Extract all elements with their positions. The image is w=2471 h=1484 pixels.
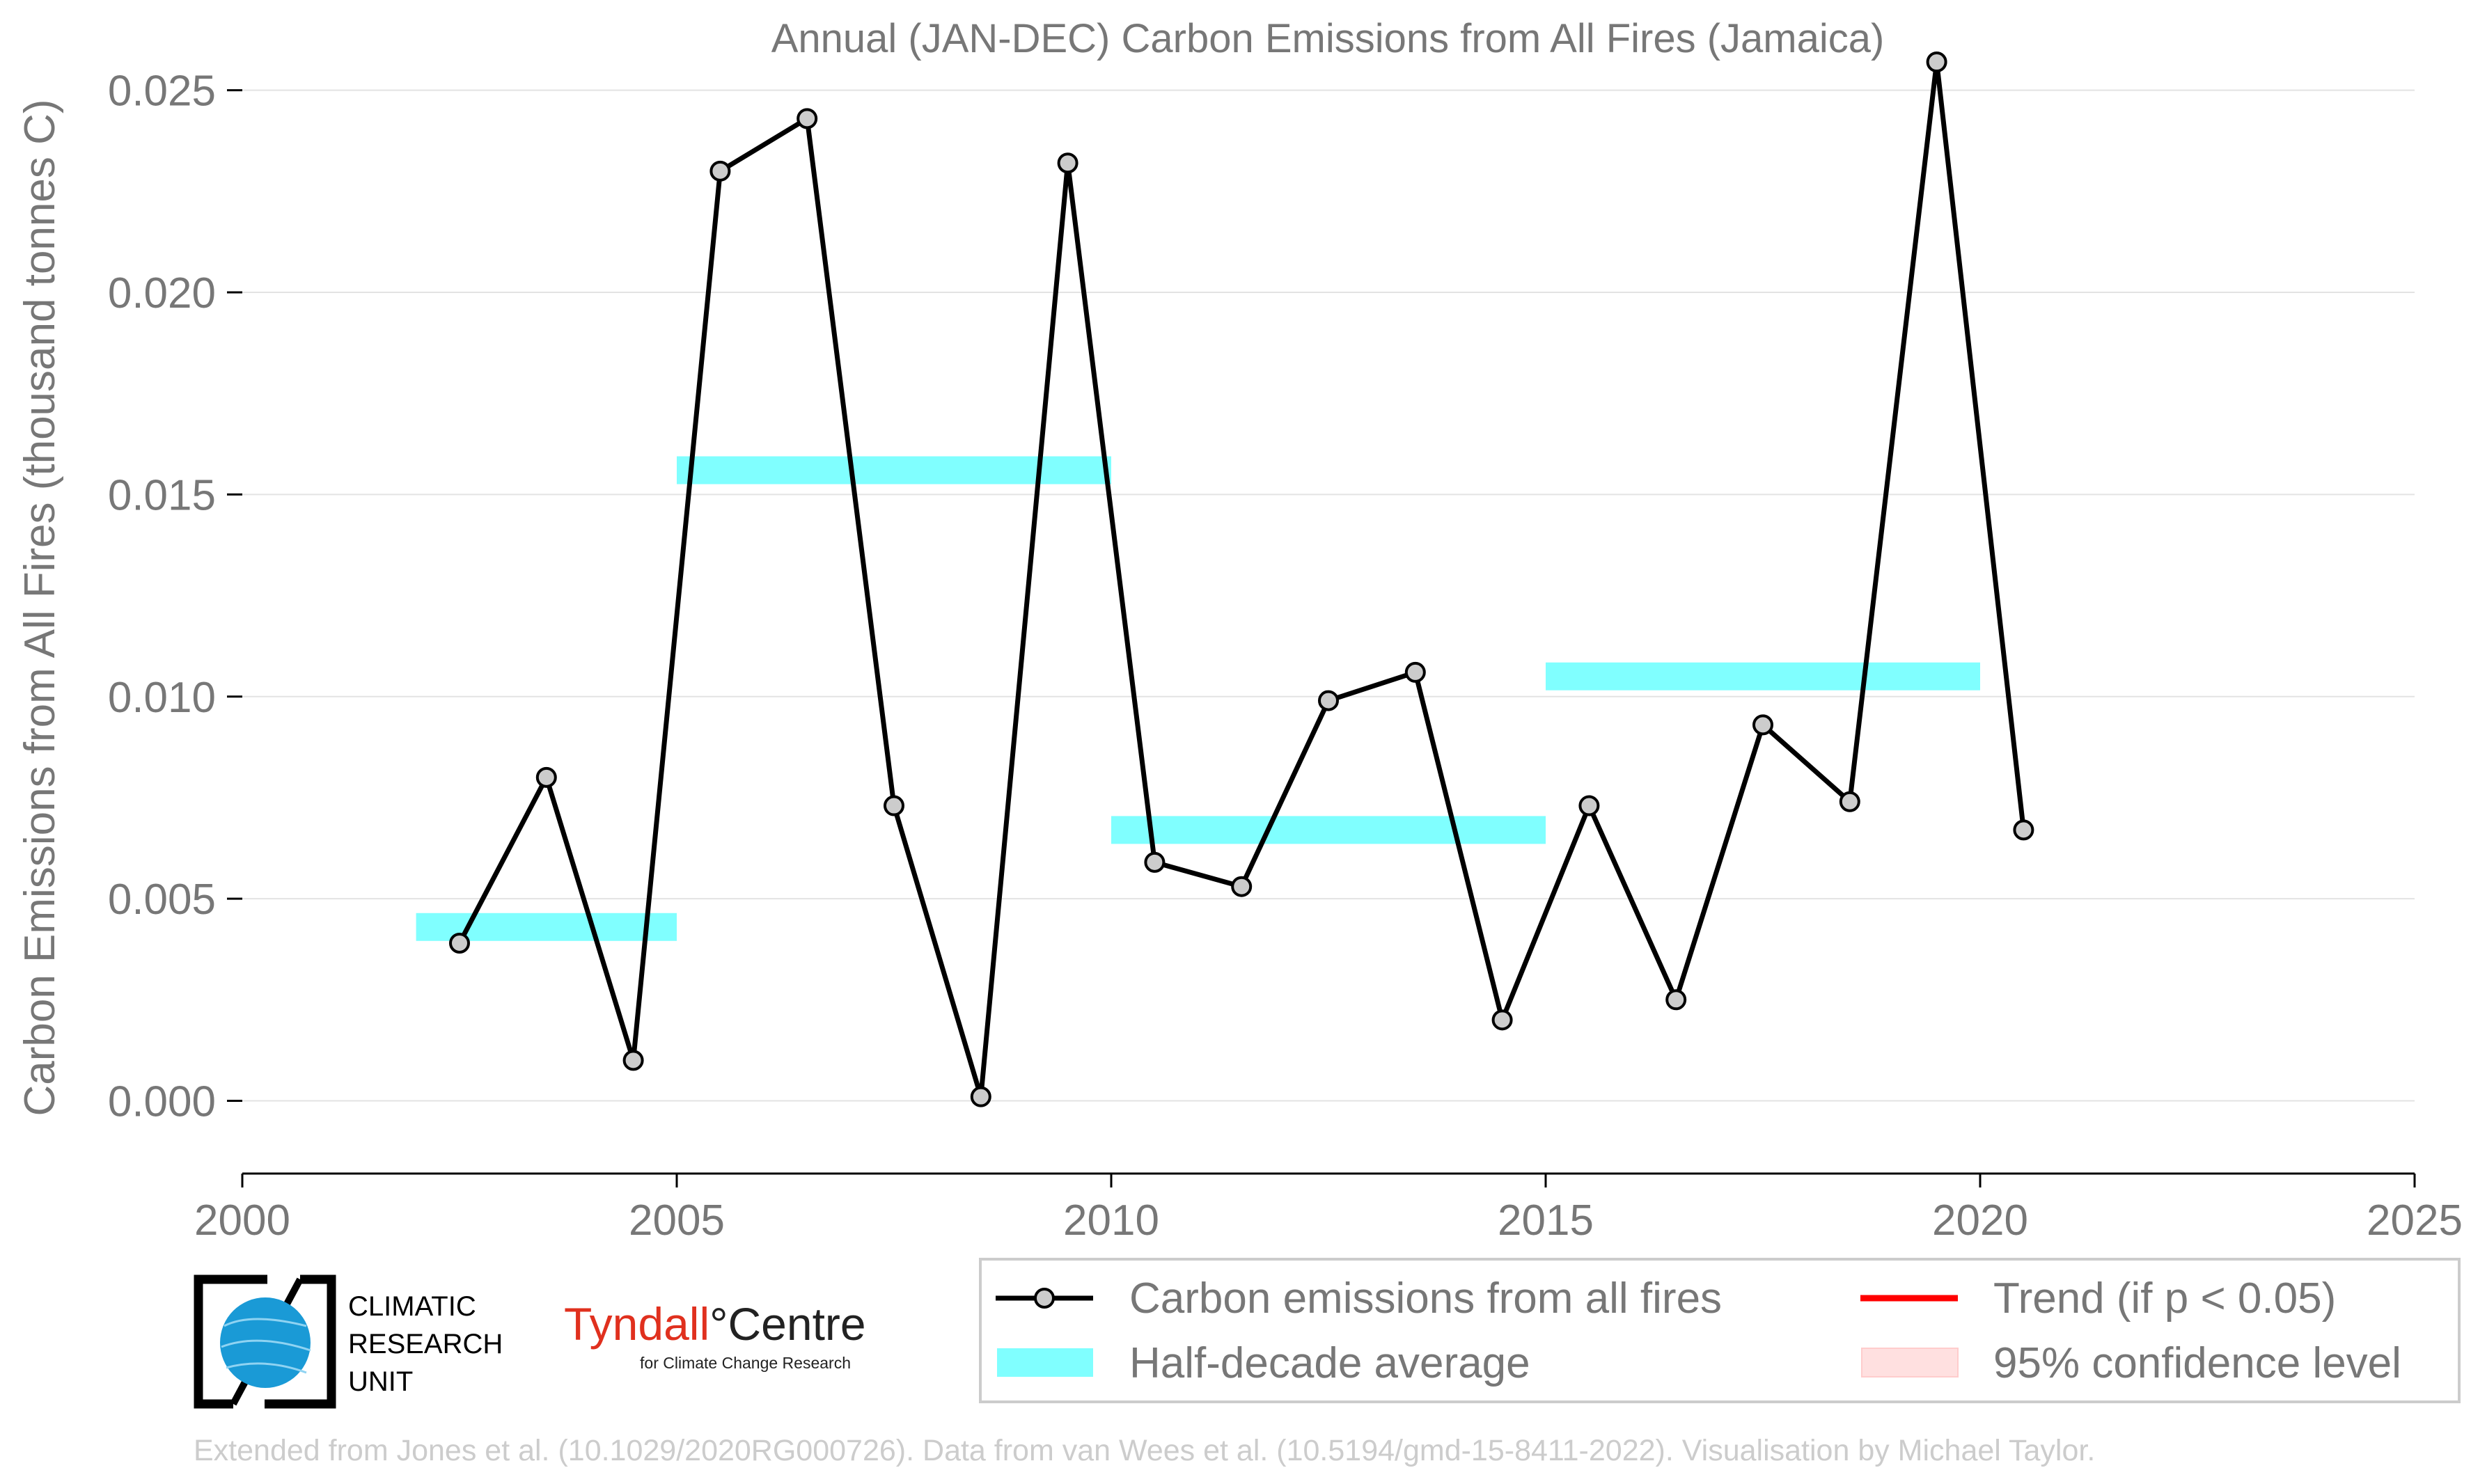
centre-word: °Centre: [709, 1298, 866, 1350]
x-tick-label: 2000: [194, 1197, 290, 1245]
tyndall-logo-title: Tyndall°Centre: [564, 1298, 866, 1350]
cru-logo-frame: [194, 1274, 336, 1409]
data-point: [1057, 152, 1078, 174]
legend-label-average: Half-decade average: [1129, 1339, 1530, 1387]
data-point: [1665, 989, 1687, 1011]
y-tick-label: 0.025: [108, 68, 216, 116]
x-tick-label: 2025: [2367, 1197, 2463, 1245]
legend-label-series: Carbon emissions from all fires: [1129, 1274, 1722, 1323]
globe-contour-lines: [221, 1318, 311, 1374]
data-point: [970, 1086, 991, 1107]
gridlines: [242, 89, 2415, 1102]
data-point: [1752, 714, 1773, 736]
data-point: [449, 932, 470, 954]
axes: 0.000 0.005 0.010 0.015 0.020 0.025 2000 2005 20…: [108, 68, 2463, 1245]
tyndall-logo: Tyndall°Centre for Climate Change Resear…: [564, 1298, 866, 1372]
data-point: [884, 795, 904, 816]
legend: Carbon emissions from all fires Half-dec…: [979, 1258, 2461, 1403]
data-point: [1491, 1009, 1513, 1031]
data-point: [709, 160, 731, 182]
legend-avg-swatch: [997, 1348, 1093, 1377]
series-line: [457, 59, 2026, 1100]
x-tick-label: 2010: [1063, 1197, 1159, 1245]
data-point: [1318, 690, 1339, 711]
cru-text-line-2: RESEARCH: [348, 1329, 503, 1359]
x-tick-label: 2015: [1498, 1197, 1594, 1245]
credit-line: Extended from Jones et al. (10.1029/2020…: [194, 1434, 2095, 1467]
x-tick-label: 2005: [629, 1197, 725, 1245]
data-point: [1404, 661, 1426, 683]
data-point: [1144, 851, 1166, 873]
data-point: [1578, 795, 1600, 816]
data-point: [2013, 819, 2034, 841]
x-tick-label: 2020: [1932, 1197, 2028, 1245]
y-axis-label: Carbon Emissions from All Fires (thousan…: [16, 99, 64, 1116]
tyndall-word: Tyndall: [564, 1298, 709, 1350]
half-decade-average-bar: [1111, 816, 1546, 844]
data-point: [622, 1050, 644, 1071]
data-point: [1231, 876, 1253, 897]
data-point: [797, 108, 818, 129]
chart-title: Annual (JAN-DEC) Carbon Emissions from A…: [771, 16, 1885, 61]
legend-label-trend: Trend (if p < 0.05): [1993, 1274, 2336, 1323]
tyndall-logo-subtitle: for Climate Change Research: [640, 1354, 851, 1372]
y-tick-label: 0.005: [108, 876, 216, 924]
data-point: [535, 766, 557, 788]
series-line-group: [457, 59, 2026, 1100]
legend-label-confidence: 95% confidence level: [1993, 1339, 2401, 1387]
half-decade-average-bar: [677, 456, 1111, 484]
y-tick-label: 0.015: [108, 471, 216, 519]
cru-logo: CLIMATIC RESEARCH UNIT: [194, 1274, 503, 1409]
half-decade-average-bar: [1546, 662, 1980, 690]
data-point: [1839, 791, 1860, 812]
cru-text-line-1: CLIMATIC: [348, 1291, 476, 1322]
y-tick-label: 0.020: [108, 269, 216, 317]
legend-frame: [979, 1258, 2461, 1403]
y-tick-label: 0.000: [108, 1078, 216, 1126]
y-tick-label: 0.010: [108, 674, 216, 722]
legend-marker-swatch: [1034, 1288, 1055, 1309]
cru-text-line-3: UNIT: [348, 1366, 413, 1397]
series-markers: [449, 52, 2034, 1107]
data-point: [1926, 52, 1947, 73]
legend-confidence-swatch: [1861, 1348, 1959, 1378]
